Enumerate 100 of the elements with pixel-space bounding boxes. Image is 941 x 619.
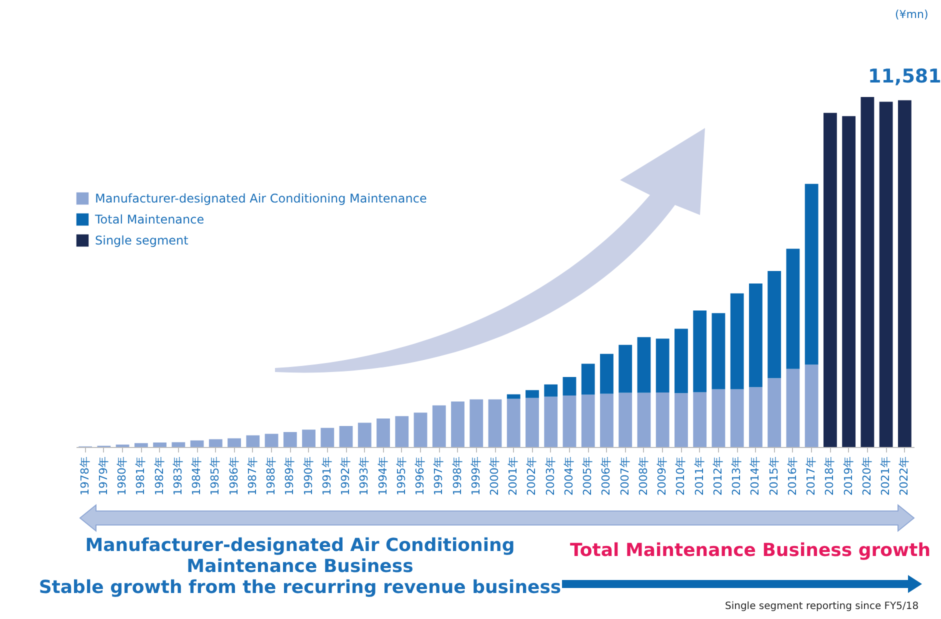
x-tick-label: 2009年 (656, 456, 669, 496)
x-tick-label: 1988年 (264, 456, 278, 496)
bar (860, 97, 874, 447)
x-tick-label: 2010年 (674, 456, 688, 496)
bar (879, 102, 893, 447)
x-tick-label: 1989年 (283, 456, 296, 496)
text: (¥mn) (895, 8, 928, 21)
x-tick-label: 2011年 (692, 456, 706, 496)
text: Total Maintenance Business growth (570, 540, 931, 561)
x-tick-label: 2000年 (488, 456, 501, 496)
bar (600, 394, 614, 447)
x-tick-label: 2002年 (525, 456, 538, 496)
x-tick-label: 2014年 (748, 456, 762, 496)
x-tick-label: 1985年 (208, 456, 222, 496)
x-tick-label: 1984年 (190, 456, 204, 496)
bar (804, 184, 818, 365)
x-tick-label: 2019年 (842, 456, 855, 496)
bar (562, 376, 576, 396)
bar (134, 443, 148, 447)
bar (749, 387, 762, 447)
bar (600, 354, 614, 394)
legend-label: Manufacturer-designated Air Conditioning Maintenance (95, 192, 427, 206)
bar (264, 434, 278, 447)
bar (172, 442, 186, 447)
x-tick-label: 1991年 (320, 456, 334, 496)
legend-label: Total Maintenance (94, 212, 204, 226)
bar (656, 338, 670, 393)
x-tick-label: 1997年 (432, 456, 446, 496)
x-tick-label: 1982年 (152, 456, 166, 496)
x-tick-label: 2021年 (879, 456, 892, 496)
bar (786, 248, 800, 369)
bar (488, 399, 502, 447)
bar (208, 439, 222, 447)
x-tick-label: 2001年 (506, 456, 520, 496)
bar (302, 430, 316, 447)
text: Single segment reporting since FY5/18 (725, 601, 919, 612)
bar (506, 394, 520, 399)
bar (451, 401, 464, 447)
bar (768, 270, 782, 378)
x-tick-label: 1993年 (358, 456, 371, 496)
bar (153, 442, 167, 447)
x-tick-label: 1999年 (469, 456, 482, 496)
bar (786, 368, 800, 447)
bar (470, 399, 484, 447)
x-tick-label: 2005年 (581, 456, 594, 496)
bar (637, 392, 651, 447)
x-tick-label: 1981年 (134, 456, 148, 496)
bar (749, 284, 762, 388)
x-tick-label: 1992年 (339, 456, 352, 496)
x-tick-label: 2016年 (786, 456, 799, 496)
data-label: 11,581 (868, 65, 941, 88)
bar (581, 394, 595, 447)
bar (693, 392, 707, 447)
bar (544, 384, 558, 397)
bar (823, 112, 837, 447)
bar (768, 378, 782, 447)
x-tick-label: 1979年 (96, 456, 110, 496)
x-tick-label: 1994年 (376, 456, 390, 496)
x-tick-label: 1995年 (394, 456, 408, 496)
bar (730, 293, 744, 390)
x-tick-label: 2017年 (804, 456, 818, 496)
bar (395, 416, 409, 447)
bar (637, 337, 651, 393)
x-tick-label: 2013年 (730, 456, 744, 496)
bar (246, 435, 260, 447)
bar (228, 438, 241, 447)
bar (283, 432, 297, 447)
x-tick-label: 2022年 (898, 456, 911, 496)
x-tick-label: 2008年 (636, 456, 650, 496)
x-tick-label: 1998年 (450, 456, 464, 496)
x-tick-label: 2006年 (600, 456, 613, 496)
x-tick-label: 2018年 (823, 456, 836, 496)
bar (432, 405, 446, 447)
x-tick-label: 2015年 (767, 456, 780, 496)
bar (581, 364, 595, 395)
text: Manufacturer-designated Air Conditioning Maintenance Business Stable growth from the recurring revenue business (38, 535, 562, 598)
x-tick-label: 1986年 (227, 456, 240, 496)
x-tick-label: 2004年 (562, 456, 576, 496)
bar (674, 328, 688, 394)
x-tick-label: 1983年 (171, 456, 184, 496)
bar (190, 440, 204, 447)
bar (526, 390, 539, 398)
x-tick-label: 2007年 (618, 456, 632, 496)
x-tick-label: 1980年 (116, 456, 129, 496)
x-tick-label: 2020年 (860, 456, 874, 496)
x-tick-label: 2003年 (544, 456, 557, 496)
bar (526, 398, 539, 447)
bar (618, 392, 632, 447)
bar (842, 116, 856, 447)
bar (506, 398, 520, 447)
x-tick-label: 2012年 (711, 456, 724, 496)
bar (730, 389, 744, 447)
x-tick-label: 1987年 (246, 456, 259, 496)
bar (320, 428, 334, 447)
bar (656, 392, 670, 447)
bar (712, 389, 726, 447)
x-tick-label: 1990年 (302, 456, 315, 496)
bar (618, 344, 632, 393)
x-tick-label: 1978年 (78, 456, 92, 496)
bar (376, 418, 390, 447)
